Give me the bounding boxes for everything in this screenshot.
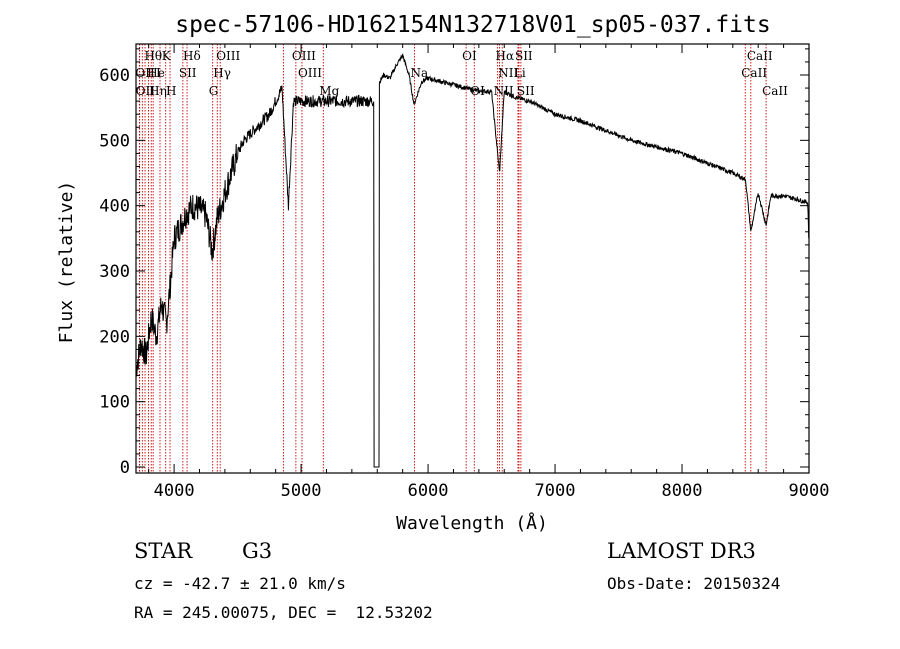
marker-label: He xyxy=(147,66,165,80)
marker-label: OI xyxy=(462,49,477,63)
y-tick-label: 500 xyxy=(99,131,130,151)
marker-label: OIII xyxy=(298,66,322,80)
object-subclass: G3 xyxy=(242,539,273,563)
marker-label: CaII xyxy=(747,49,773,63)
marker-label: NII xyxy=(494,84,514,98)
y-axis-label: Flux (relative) xyxy=(56,181,77,344)
marker-label: OII xyxy=(136,84,156,98)
x-tick-label: 8000 xyxy=(662,481,703,501)
y-tick-label: 100 xyxy=(99,393,130,413)
y-tick-label: 200 xyxy=(99,327,130,347)
marker-label: NII xyxy=(498,66,518,80)
survey-name: LAMOST DR3 xyxy=(607,539,756,563)
marker-label: Hα xyxy=(496,49,515,63)
x-tick-label: 5000 xyxy=(281,481,322,501)
marker-label: OII xyxy=(135,66,155,80)
chart-title: spec-57106-HD162154N132718V01_sp05-037.f… xyxy=(175,12,770,38)
marker-label: I xyxy=(156,66,161,80)
marker-label: SII xyxy=(179,66,197,80)
x-tick-label: 7000 xyxy=(535,481,576,501)
axis-ticks: 4000 5000 6000 7000 8000 9000 0 100 200 300 400 500… xyxy=(99,44,829,501)
spectrum-line xyxy=(135,53,810,468)
y-tick-label: 600 xyxy=(99,66,130,86)
marker-label: SII xyxy=(517,84,535,98)
marker-label: Hθ xyxy=(144,49,162,63)
marker-label: SII xyxy=(515,49,533,63)
marker-label: Li xyxy=(514,66,526,80)
marker-label: K xyxy=(162,49,172,63)
x-tick-label: 9000 xyxy=(789,481,830,501)
plot-frame xyxy=(135,43,810,474)
x-tick-label: 4000 xyxy=(154,481,195,501)
spectrum-series xyxy=(135,53,810,468)
y-tick-label: 0 xyxy=(120,458,130,478)
marker-label: G xyxy=(209,84,219,98)
obs-date-text: Obs-Date: 20150324 xyxy=(607,574,781,593)
coordinates-text: RA = 245.00075, DEC = 12.53202 xyxy=(134,603,433,622)
x-axis-label: Wavelength (Å) xyxy=(396,512,548,534)
redshift-text: cz = -42.7 ± 21.0 km/s xyxy=(134,574,346,593)
marker-label: OIII xyxy=(216,49,240,63)
marker-label: Hγ xyxy=(213,66,231,80)
marker-label: CaII xyxy=(741,66,767,80)
marker-label: Na xyxy=(410,66,428,80)
marker-label: Hη xyxy=(149,84,167,98)
object-class: STAR xyxy=(134,539,193,563)
y-tick-label: 300 xyxy=(99,262,130,282)
marker-label: Hδ xyxy=(183,49,201,63)
marker-label: OIII xyxy=(292,49,316,63)
marker-label: H xyxy=(166,84,176,98)
x-tick-label: 6000 xyxy=(408,481,449,501)
marker-label: Mg xyxy=(319,84,339,98)
y-tick-label: 400 xyxy=(99,197,130,217)
marker-label: CaII xyxy=(762,84,788,98)
